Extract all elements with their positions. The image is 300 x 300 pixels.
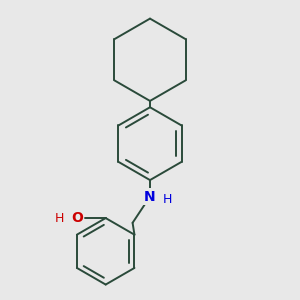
- Text: N: N: [144, 190, 156, 203]
- Text: H: H: [163, 193, 172, 206]
- Text: O: O: [71, 211, 83, 225]
- Text: H: H: [55, 212, 64, 225]
